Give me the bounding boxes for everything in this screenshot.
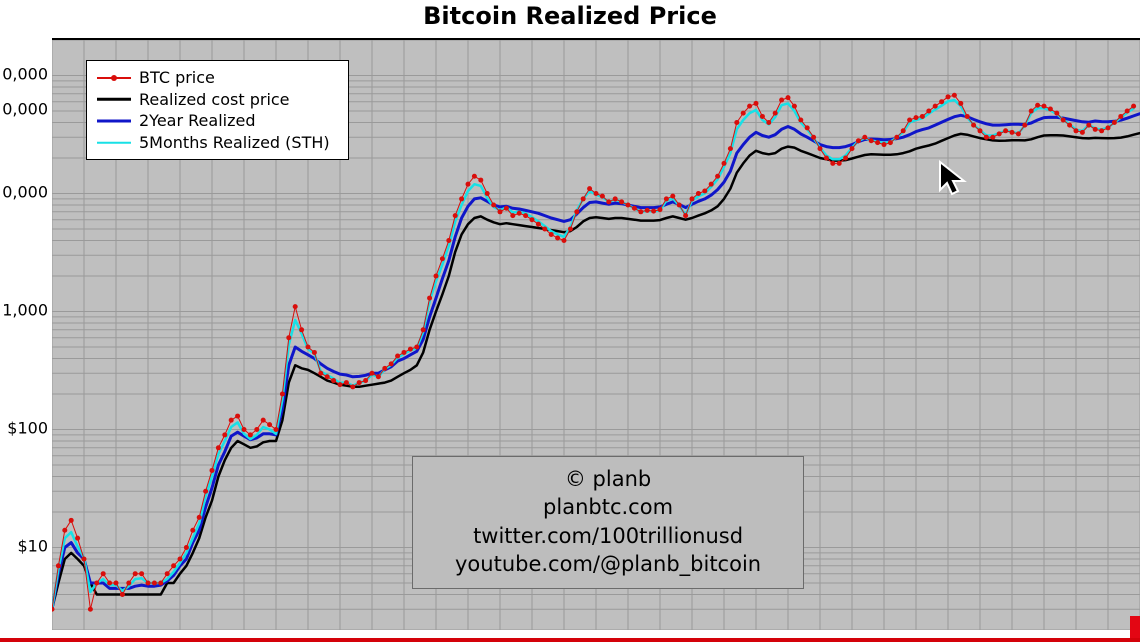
- legend-label: 2Year Realized: [139, 110, 255, 132]
- progress-bar[interactable]: [0, 638, 1140, 642]
- legend-item: BTC price: [97, 67, 330, 89]
- credits-box: © planbplanbtc.comtwitter.com/100trillio…: [412, 456, 804, 589]
- legend: BTC priceRealized cost price2Year Realiz…: [86, 60, 349, 160]
- credits-line: twitter.com/100trillionusd: [455, 522, 761, 550]
- chart-title: Bitcoin Realized Price: [0, 2, 1140, 30]
- y-tick-label: $10: [17, 536, 48, 555]
- legend-item: Realized cost price: [97, 89, 330, 111]
- red-corner-stub: [1130, 616, 1140, 638]
- y-tick-label: 0,000: [2, 182, 48, 201]
- legend-label: BTC price: [139, 67, 215, 89]
- legend-item: 5Months Realized (STH): [97, 132, 330, 154]
- legend-label: Realized cost price: [139, 89, 290, 111]
- credits-line: © planb: [455, 465, 761, 493]
- y-tick-label: 0,000: [2, 100, 48, 119]
- y-tick-label: 0,000: [2, 64, 48, 83]
- y-tick-label: $100: [7, 418, 48, 437]
- legend-label: 5Months Realized (STH): [139, 132, 330, 154]
- credits-line: planbtc.com: [455, 493, 761, 521]
- credits-line: youtube.com/@planb_bitcoin: [455, 550, 761, 578]
- legend-item: 2Year Realized: [97, 110, 330, 132]
- y-tick-label: 1,000: [2, 300, 48, 319]
